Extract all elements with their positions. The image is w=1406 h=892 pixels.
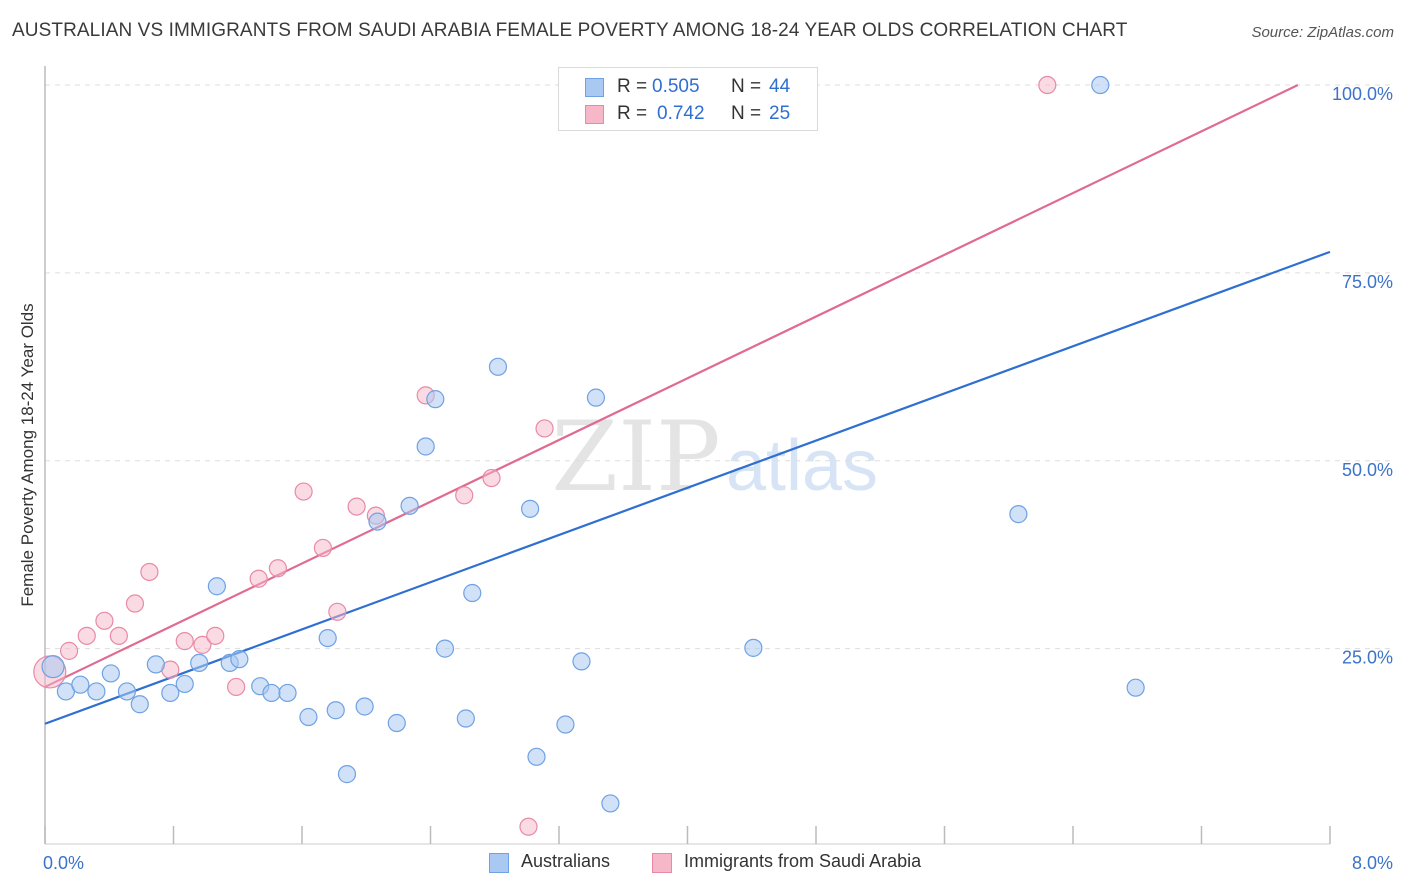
- data-point-saudi-arabia: [328, 602, 347, 621]
- data-point-australians: [87, 682, 106, 701]
- data-point-australians: [161, 683, 180, 703]
- legend-swatch-australians: [489, 853, 509, 873]
- data-point-australians: [190, 653, 209, 672]
- data-point-australians: [744, 638, 763, 657]
- data-point-australians: [207, 577, 226, 596]
- data-point-australians: [556, 715, 575, 734]
- n-value: 44: [769, 76, 791, 97]
- data-point-australians: [416, 437, 435, 456]
- data-point-australians: [488, 357, 508, 376]
- axes: [44, 66, 1331, 845]
- data-point-saudi-arabia: [1038, 75, 1057, 95]
- correlation-legend: R = 0.505 N = 44 R = 0.742 N = 25: [558, 67, 818, 131]
- data-point-australians: [262, 683, 281, 703]
- data-points: [33, 75, 1145, 836]
- y-tick-label: 100.0%: [1332, 84, 1393, 104]
- source-credit: Source: ZipAtlas.com: [1251, 24, 1394, 41]
- data-point-saudi-arabia: [140, 562, 159, 582]
- data-point-australians: [400, 496, 419, 515]
- data-point-saudi-arabia: [175, 632, 194, 651]
- data-point-saudi-arabia: [519, 817, 538, 836]
- n-label: N =: [731, 103, 762, 124]
- y-axis-label: Female Poverty Among 18-24 Year Olds: [18, 303, 37, 607]
- data-point-australians: [355, 697, 374, 716]
- data-point-australians: [572, 652, 591, 671]
- data-point-saudi-arabia: [268, 559, 288, 578]
- x-tick-label: 8.0%: [1352, 853, 1393, 873]
- data-point-australians: [435, 639, 455, 658]
- chart-title: AUSTRALIAN VS IMMIGRANTS FROM SAUDI ARAB…: [12, 20, 1128, 41]
- data-point-australians: [230, 650, 249, 669]
- data-point-australians: [368, 512, 387, 531]
- n-value: 25: [769, 103, 791, 124]
- y-tick-label: 75.0%: [1342, 272, 1393, 292]
- x-tick-label: 0.0%: [43, 853, 84, 873]
- data-point-saudi-arabia: [535, 419, 554, 438]
- data-point-australians: [456, 709, 475, 728]
- data-point-saudi-arabia: [294, 482, 313, 501]
- data-point-australians: [601, 794, 620, 813]
- data-point-saudi-arabia: [109, 626, 128, 645]
- tick-labels: 25.0% 50.0% 75.0% 100.0% 0.0% 8.0%: [43, 84, 1393, 873]
- data-point-saudi-arabia: [227, 677, 246, 697]
- data-point-australians: [175, 674, 194, 694]
- legend-label: Australians: [521, 851, 611, 871]
- legend-swatch-saudi-arabia: [652, 853, 672, 873]
- data-point-saudi-arabia: [482, 468, 501, 488]
- data-point-australians: [41, 655, 65, 679]
- data-point-australians: [130, 695, 149, 714]
- legend-swatch-australians: [585, 78, 604, 97]
- data-point-australians: [337, 765, 357, 784]
- data-point-australians: [426, 390, 445, 409]
- watermark: ZIP atlas: [551, 401, 878, 513]
- r-value: 0.505: [652, 76, 700, 97]
- y-tick-label: 50.0%: [1342, 460, 1393, 480]
- data-point-australians: [278, 683, 297, 703]
- data-point-saudi-arabia: [95, 611, 114, 630]
- data-point-saudi-arabia: [249, 569, 268, 588]
- data-point-australians: [586, 388, 606, 407]
- data-point-saudi-arabia: [455, 486, 474, 505]
- data-point-saudi-arabia: [193, 635, 212, 654]
- data-point-saudi-arabia: [313, 538, 332, 558]
- data-point-australians: [318, 629, 337, 648]
- legend-swatch-saudi-arabia: [585, 105, 604, 124]
- data-point-saudi-arabia: [347, 497, 366, 516]
- r-label: R =: [617, 103, 648, 124]
- data-point-australians: [299, 707, 318, 727]
- data-point-australians: [527, 747, 546, 766]
- trend-line-australians: [44, 250, 1331, 725]
- data-point-australians: [1009, 505, 1028, 524]
- data-point-saudi-arabia: [125, 594, 145, 613]
- data-point-saudi-arabia: [59, 641, 79, 660]
- trend-line-saudi-arabia: [44, 84, 1299, 688]
- data-point-saudi-arabia: [206, 626, 225, 645]
- gridlines: [45, 84, 1395, 650]
- data-point-australians: [1091, 75, 1110, 95]
- legend-label: Immigrants from Saudi Arabia: [684, 851, 922, 871]
- data-point-australians: [326, 701, 345, 720]
- data-point-australians: [463, 583, 482, 603]
- data-point-australians: [101, 664, 120, 683]
- data-point-saudi-arabia: [77, 626, 96, 645]
- data-point-australians: [520, 499, 540, 518]
- r-value: 0.742: [657, 103, 705, 124]
- r-label: R =: [617, 76, 648, 97]
- data-point-australians: [146, 655, 165, 674]
- data-point-australians: [387, 713, 406, 733]
- data-point-australians: [71, 675, 90, 694]
- watermark-zip: ZIP: [551, 401, 720, 513]
- data-point-australians: [117, 682, 137, 701]
- n-label: N =: [731, 76, 762, 97]
- y-tick-label: 25.0%: [1342, 648, 1393, 668]
- watermark-atlas: atlas: [726, 426, 878, 506]
- trend-lines: [44, 84, 1331, 725]
- data-point-australians: [1126, 678, 1145, 697]
